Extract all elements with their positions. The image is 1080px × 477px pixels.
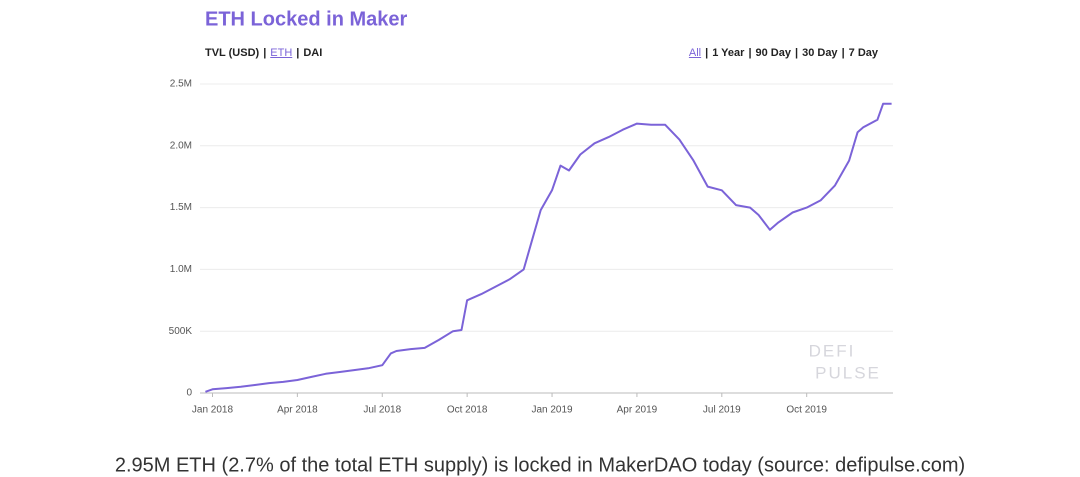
x-tick-label: Apr 2018 bbox=[277, 405, 318, 416]
x-tick-label: Apr 2019 bbox=[617, 405, 658, 416]
tab-separator: | bbox=[795, 47, 799, 59]
tab[interactable]: All bbox=[688, 47, 702, 59]
y-tick-label: 2.5M bbox=[170, 79, 192, 90]
y-tick-label: 500K bbox=[169, 326, 193, 337]
y-tick-label: 1.0M bbox=[170, 264, 192, 275]
x-tick-label: Jan 2018 bbox=[192, 405, 234, 416]
x-tick-label: Oct 2019 bbox=[786, 405, 827, 416]
chart-title: ETH Locked in Maker bbox=[205, 8, 407, 30]
tab[interactable]: 30 Day bbox=[802, 47, 838, 59]
y-tick-label: 2.0M bbox=[170, 140, 192, 151]
metric-tabs: TVL (USD) | ETH | DAI bbox=[203, 47, 324, 59]
x-tick-label: Jul 2018 bbox=[363, 405, 401, 416]
tab-separator: | bbox=[748, 47, 752, 59]
tab[interactable]: ETH bbox=[270, 47, 293, 59]
watermark: PULSE bbox=[815, 363, 881, 382]
tab-separator: | bbox=[705, 47, 709, 59]
tab[interactable]: 7 Day bbox=[848, 47, 878, 59]
tab[interactable]: 1 Year bbox=[712, 47, 745, 59]
tab-separator: | bbox=[841, 47, 845, 59]
x-tick-label: Jan 2019 bbox=[531, 405, 573, 416]
watermark: DEFI bbox=[809, 341, 856, 360]
tab-separator: | bbox=[296, 47, 300, 59]
tab-separator: | bbox=[263, 47, 267, 59]
x-tick-label: Oct 2018 bbox=[447, 405, 488, 416]
caption: 2.95M ETH (2.7% of the total ETH supply)… bbox=[115, 454, 965, 476]
y-tick-label: 0 bbox=[186, 388, 192, 399]
y-tick-label: 1.5M bbox=[170, 202, 192, 213]
x-tick-label: Jul 2019 bbox=[703, 405, 741, 416]
tab[interactable]: 90 Day bbox=[755, 47, 791, 59]
data-line bbox=[205, 102, 892, 393]
range-tabs: All | 1 Year | 90 Day | 30 Day | 7 Day bbox=[687, 47, 880, 59]
tab[interactable]: DAI bbox=[303, 47, 323, 59]
tab[interactable]: TVL (USD) bbox=[205, 47, 260, 59]
